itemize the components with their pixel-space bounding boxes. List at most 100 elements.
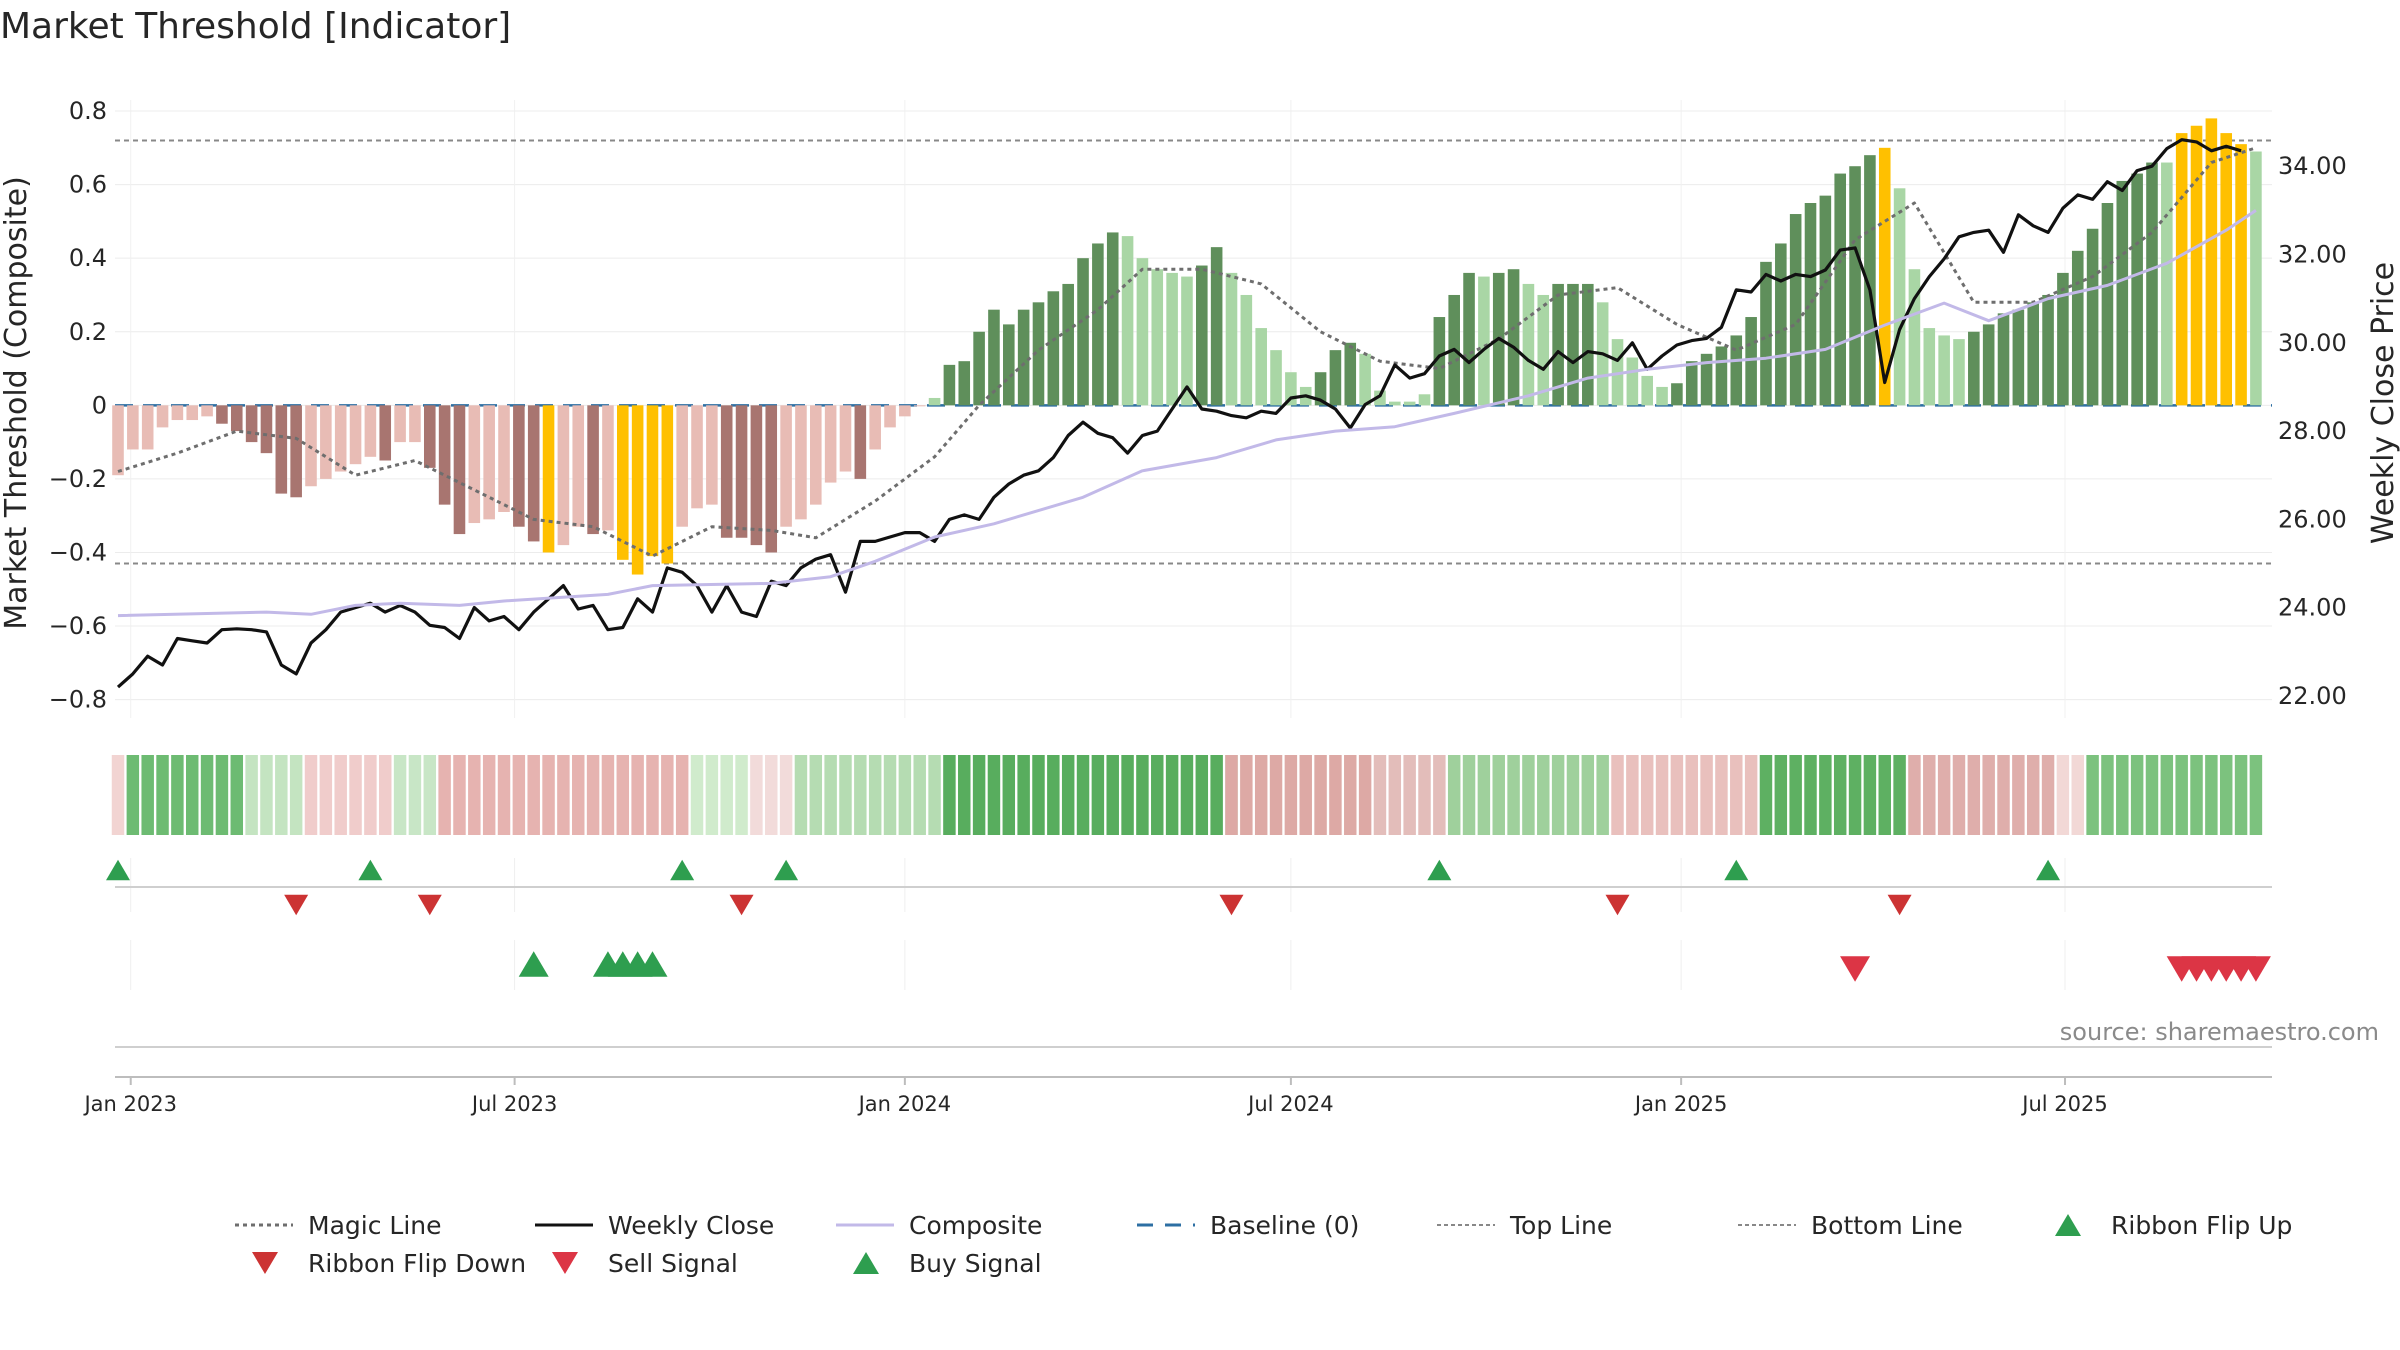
ribbon-cell [661,755,674,835]
ribbon-cell [1670,755,1684,835]
composite-bar [1240,294,1253,406]
composite-bars [112,118,2262,575]
composite-bar [854,405,867,479]
ribbon-cell [512,755,526,835]
composite-bar [1641,375,1653,406]
ribbon-cell [527,755,540,835]
buy-signal-marker [518,951,549,977]
ribbon-cell [141,755,154,835]
ribbon-cell [364,755,377,835]
legend-label: Ribbon Flip Up [2111,1211,2292,1240]
ribbon-flip-down-marker [1887,894,1912,916]
composite-bar [1374,390,1386,406]
right-tick-label: 30.00 [2278,329,2347,357]
ribbon-cell [705,755,719,835]
composite-bar [1255,328,1267,406]
legend-item: Buy Signal [853,1249,1042,1278]
composite-bar [305,405,317,487]
legend: Magic Line Weekly Close Composite Baseline … [235,1211,2292,1278]
composite-bar [572,405,585,527]
composite-bar [1106,232,1119,406]
ribbon-cell [2145,755,2159,835]
ribbon-cell [1789,755,1802,835]
ribbon-cell [1254,755,1268,835]
ribbon-cell [1091,755,1105,835]
x-tick-label: Jan 2024 [857,1092,952,1116]
composite-bar [2101,203,2114,406]
composite-bar [1463,272,1475,406]
composite-bar [127,405,139,450]
ribbon-cell [438,755,451,835]
ribbon-cell [1358,755,1372,835]
composite-bar [1166,272,1178,406]
composite-bar [1685,361,1698,406]
ribbon-cell [275,755,288,835]
left-tick-label: −0.8 [49,686,107,714]
right-tick-label: 32.00 [2278,241,2347,269]
ribbon-cell [883,755,897,835]
composite-bar [824,405,837,483]
composite-bar [1344,342,1357,406]
composite-bar [1626,357,1639,406]
buy-signal-marker [637,951,668,977]
ribbon-cell [1462,755,1476,835]
x-tick-label: Jan 2025 [1633,1092,1728,1116]
composite-bar [958,361,971,406]
composite-bar [2086,228,2099,406]
composite-bar [2146,162,2158,406]
legend-label: Buy Signal [909,1249,1042,1278]
legend-label: Composite [909,1211,1042,1240]
composite-bar [1418,394,1431,406]
ribbon-cell [453,755,466,835]
ribbon-cell [1774,755,1788,835]
legend-marker [252,1251,278,1275]
composite-bar [2205,118,2218,406]
composite-bar [1507,269,1520,406]
ribbon-flip-up-marker [1724,859,1749,881]
legend-label: Top Line [1509,1211,1612,1240]
ribbon-cell [868,755,882,835]
composite-bar [1077,258,1089,406]
ribbon-cell [1195,755,1209,835]
ribbon-cell [2116,755,2129,835]
composite-bar [260,405,273,454]
right-tick-label: 26.00 [2278,505,2347,533]
ribbon-flip-down-marker [1219,894,1244,916]
composite-bar [1403,401,1416,406]
composite-bar [1567,283,1579,406]
composite-bar [2042,294,2054,406]
composite-bar [201,405,213,417]
composite-bar [1849,166,1861,406]
composite-bar [2012,309,2025,406]
ribbon-cell [2190,755,2203,835]
composite-bar [1003,324,1015,406]
ribbon-cell [1581,755,1595,835]
composite-bar [1582,283,1594,406]
ribbon-cell [1225,755,1238,835]
right-tick-label: 28.00 [2278,417,2347,445]
ribbon-cell [2249,755,2263,835]
composite-bar [513,405,525,527]
ribbon-cell [616,755,630,835]
ribbon-cell [408,755,422,835]
composite-bar [156,405,169,428]
composite-bar [884,405,896,428]
ribbon-cell [1967,755,1981,835]
ribbon-cell [1730,755,1743,835]
ribbon-cell [1240,755,1253,835]
ribbon-flip-down-marker [1605,894,1630,916]
ribbon-flip-panel [106,858,2272,916]
legend-marker [853,1251,879,1275]
composite-bar [1389,401,1401,406]
ribbon-cell [1923,755,1936,835]
ribbon-cell [1284,755,1298,835]
composite-bar [453,405,466,535]
composite-bar [2250,151,2262,406]
ribbon-cell [497,755,511,835]
ribbon-cell [1819,755,1832,835]
ribbon-cell [393,755,407,835]
composite-bar [1062,283,1074,406]
composite-bar [943,364,956,406]
ribbon-cell [1878,755,1891,835]
ribbon-cell [1180,755,1194,835]
